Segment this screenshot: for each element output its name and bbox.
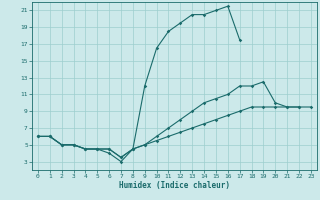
X-axis label: Humidex (Indice chaleur): Humidex (Indice chaleur) bbox=[119, 181, 230, 190]
